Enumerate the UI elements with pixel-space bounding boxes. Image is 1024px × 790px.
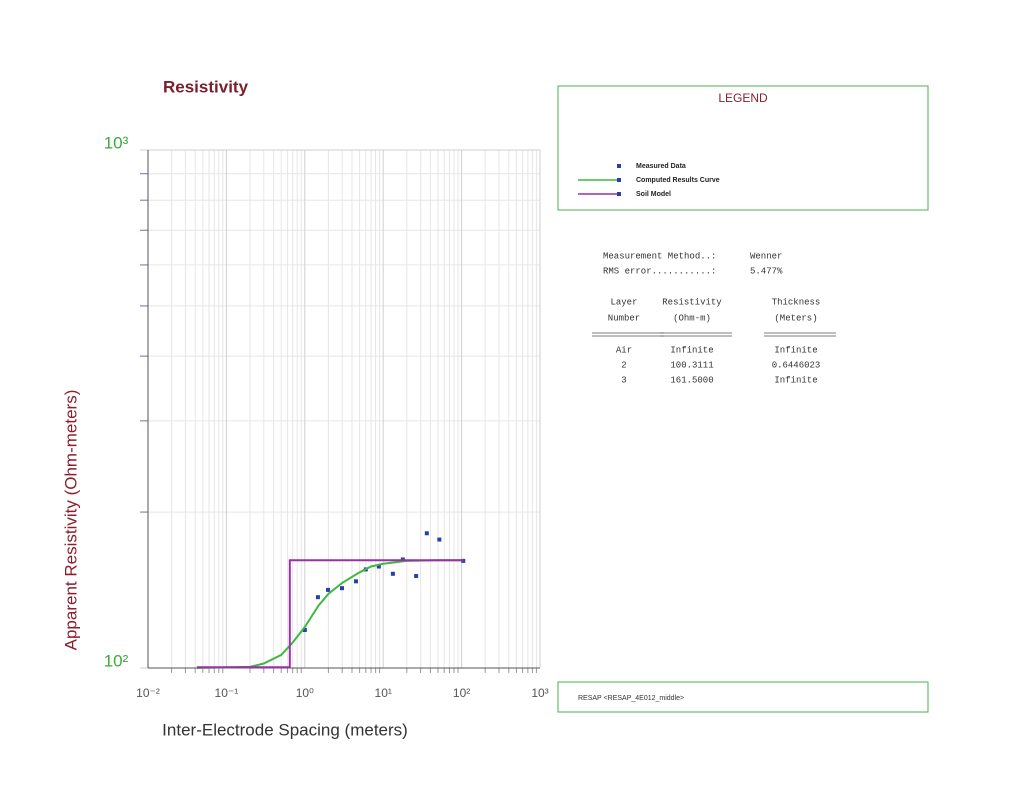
data-point — [437, 537, 442, 542]
table-cell: 3 — [621, 375, 626, 385]
x-tick-label: 10² — [453, 686, 470, 700]
table-cell: Infinite — [774, 345, 817, 355]
x-tick-label: 10⁰ — [296, 686, 314, 700]
legend-box — [557, 85, 929, 211]
rms-value: 5.477% — [750, 266, 783, 276]
x-tick-label: 10³ — [531, 686, 548, 700]
table-cell: 100.3111 — [670, 360, 713, 370]
table-cell: Infinite — [670, 345, 713, 355]
y-tick-label: 10² — [104, 651, 129, 670]
table-cell: 2 — [621, 360, 626, 370]
table-header: Thickness — [772, 297, 821, 307]
data-point — [414, 574, 419, 579]
table-header: (Ohm-m) — [673, 313, 711, 323]
legend-label: Measured Data — [636, 163, 686, 170]
data-point — [302, 628, 307, 633]
legend-title: LEGEND — [718, 91, 768, 105]
footer-box — [557, 681, 929, 713]
table-cell: 161.5000 — [670, 375, 713, 385]
rms-label: RMS error...........: — [603, 266, 716, 276]
data-point — [315, 595, 320, 600]
series-line — [196, 559, 464, 669]
table-header: Layer — [610, 297, 637, 307]
legend-label: Soil Model — [636, 191, 671, 198]
data-point — [376, 564, 381, 569]
footer-text: RESAP <RESAP_4E012_middle> — [578, 695, 684, 702]
legend-marker — [617, 178, 621, 182]
data-point — [390, 571, 395, 576]
x-tick-label: 10⁻¹ — [215, 686, 239, 700]
series-line — [196, 559, 464, 669]
y-tick-label: 10³ — [104, 133, 129, 152]
table-header: Resistivity — [662, 297, 722, 307]
y-axis-label: Apparent Resistivity (Ohm-meters) — [61, 390, 80, 651]
table-cell: Infinite — [774, 375, 817, 385]
legend-marker — [617, 192, 621, 196]
info-panel: Measurement Method..: Wenner RMS error..… — [603, 251, 783, 276]
table-cell: Air — [616, 345, 632, 355]
x-axis-label: Inter-Electrode Spacing (meters) — [162, 720, 408, 739]
data-point — [326, 587, 331, 592]
method-value: Wenner — [750, 251, 782, 261]
x-tick-label: 10¹ — [375, 686, 392, 700]
data-point — [339, 586, 344, 591]
method-label: Measurement Method..: — [603, 251, 716, 261]
table-header: (Meters) — [774, 313, 817, 323]
table-cell: 0.6446023 — [772, 360, 821, 370]
table-header: Number — [608, 313, 640, 323]
legend-label: Computed Results Curve — [636, 177, 720, 184]
legend-marker — [617, 164, 621, 168]
chart-title: Resistivity — [163, 77, 249, 96]
data-point — [354, 579, 359, 584]
x-tick-label: 10⁻² — [136, 686, 160, 700]
data-point — [424, 531, 429, 536]
